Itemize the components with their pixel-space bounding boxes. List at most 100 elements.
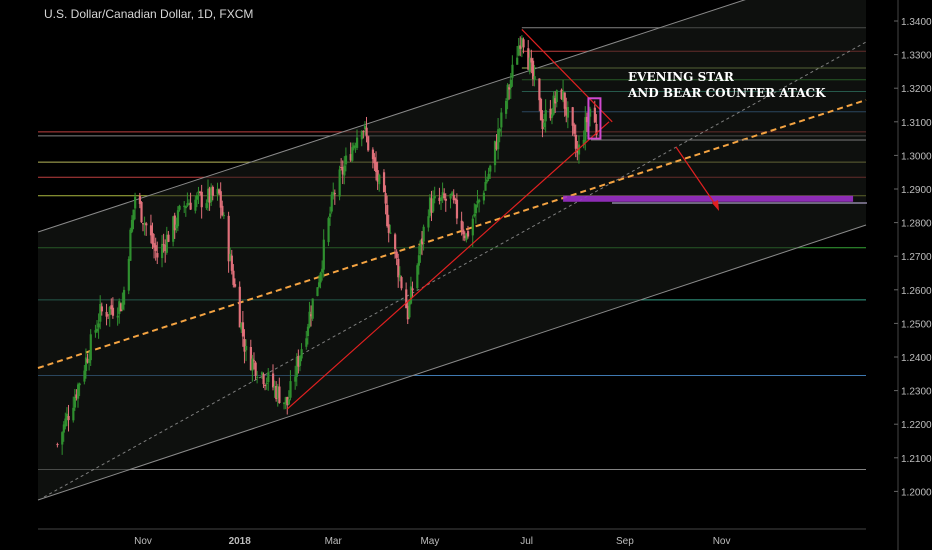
candle-body: [283, 402, 286, 405]
candle-body: [485, 179, 489, 182]
orange-trend-line: [37, 99, 867, 369]
candle-body: [333, 193, 337, 195]
candle-body: [574, 134, 577, 149]
candle-body: [140, 202, 143, 223]
candle-body: [517, 45, 520, 56]
candle-body: [238, 286, 241, 328]
candle-body: [62, 424, 65, 433]
candle-body: [65, 413, 69, 421]
candle-body: [240, 323, 243, 330]
candle-body: [265, 382, 268, 384]
candle-body: [97, 323, 100, 328]
candle-body: [386, 205, 389, 227]
candle-body: [449, 193, 452, 199]
channel-lower-line: [37, 224, 867, 501]
candle-body: [573, 124, 576, 134]
candle-body: [400, 277, 403, 289]
candle-body: [516, 57, 519, 65]
candle-body: [538, 78, 541, 101]
time-tick-label: Sep: [616, 536, 634, 547]
price-tick-label: 1.23000: [901, 387, 932, 398]
candle-body: [452, 194, 455, 201]
candle-body: [411, 288, 414, 291]
candle-body: [199, 191, 202, 193]
candle-body: [156, 253, 159, 258]
candle-body: [107, 314, 110, 316]
candle-body: [530, 58, 533, 63]
candles-layer: [56, 35, 598, 455]
candle-body: [132, 209, 135, 221]
candle-body: [127, 259, 130, 291]
candle-body: [186, 203, 189, 206]
candle-body: [316, 287, 319, 297]
candle-body: [165, 234, 168, 253]
candle-body: [108, 307, 111, 316]
candle-body: [354, 145, 357, 148]
candle-body: [565, 107, 568, 116]
candle-body: [233, 284, 237, 287]
candle-body: [560, 89, 563, 100]
candle-body: [522, 39, 525, 48]
candle-body: [94, 330, 97, 333]
candle-body: [476, 200, 479, 204]
candle-body: [352, 145, 356, 149]
candle-body: [278, 386, 281, 404]
candle-body: [134, 196, 137, 209]
candle-body: [511, 64, 514, 78]
candle-body: [460, 220, 463, 230]
candle-body: [549, 108, 552, 119]
candle-body: [398, 275, 402, 278]
candle-body: [116, 315, 119, 318]
axes-layer: 1.34000 1.33000 1.32000 1.31000 1.30000 1.290…: [38, 0, 932, 550]
candle-body: [118, 301, 121, 314]
candle-body: [349, 154, 352, 161]
candle-body: [563, 92, 566, 109]
candle-body: [56, 444, 59, 446]
time-tick-label: 2018: [229, 536, 252, 547]
candle-body: [298, 356, 302, 366]
candle-body: [151, 233, 154, 245]
candle-body: [543, 122, 546, 128]
candle-body: [550, 114, 554, 118]
candle-body: [338, 169, 341, 197]
candle-body: [527, 48, 530, 70]
candle-body: [264, 384, 267, 386]
channel-mid-dotted-line: [43, 25, 896, 498]
candle-body: [176, 210, 180, 227]
price-tick-label: 1.30000: [901, 151, 932, 162]
price-tick-label: 1.24000: [901, 353, 932, 364]
channel-upper-line: [37, 0, 746, 233]
candle-body: [577, 144, 581, 155]
candle-body: [321, 268, 324, 273]
candle-body: [99, 303, 102, 322]
candle-body: [484, 181, 487, 191]
candle-body: [420, 238, 424, 244]
candle-body: [205, 203, 208, 208]
candle-body: [505, 100, 508, 114]
candle-body: [433, 196, 436, 199]
candle-body: [329, 213, 332, 217]
candle-body: [305, 338, 308, 347]
candle-body: [394, 234, 397, 250]
candle-body: [271, 373, 275, 388]
candle-body: [96, 328, 99, 332]
candle-body: [211, 186, 214, 196]
price-tick-label: 1.34000: [901, 17, 932, 28]
candle-body: [267, 372, 270, 383]
candle-body: [241, 322, 245, 337]
candle-body: [473, 214, 476, 217]
price-tick-label: 1.31000: [901, 118, 932, 129]
candle-body: [356, 137, 359, 148]
candle-body: [571, 107, 574, 126]
candle-body: [184, 206, 188, 209]
candle-body: [105, 311, 108, 317]
candle-body: [216, 188, 219, 195]
candle-body: [595, 124, 598, 135]
annotation-bear-counter-attack: AND BEAR COUNTER ATACK: [627, 86, 826, 100]
candle-body: [373, 157, 376, 164]
candle-body: [153, 243, 156, 248]
candle-body: [221, 205, 224, 216]
candle-body: [61, 432, 64, 445]
candle-body: [367, 136, 370, 151]
